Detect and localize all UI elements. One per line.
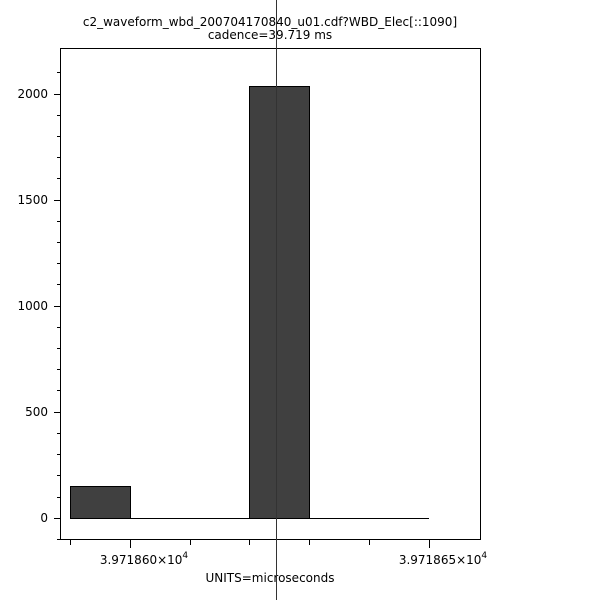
x-axis-label: UNITS=microseconds [206,571,335,585]
plot-frame [60,48,481,540]
x-tick-label: 3.971860×104 [100,551,189,567]
y-tick-label: 2000 [17,87,48,101]
chart-title: c2_waveform_wbd_200704170840_u01.cdf?WBD… [83,15,457,29]
x-tick-label: 3.971865×104 [399,551,488,567]
y-tick-label: 1500 [17,193,48,207]
y-tick-label: 0 [40,511,48,525]
y-tick-label: 1000 [17,299,48,313]
y-tick-label: 500 [25,405,48,419]
histogram-bar [70,486,131,519]
chart-subtitle: cadence=39.719 ms [208,28,332,42]
histogram-bar [249,86,310,519]
